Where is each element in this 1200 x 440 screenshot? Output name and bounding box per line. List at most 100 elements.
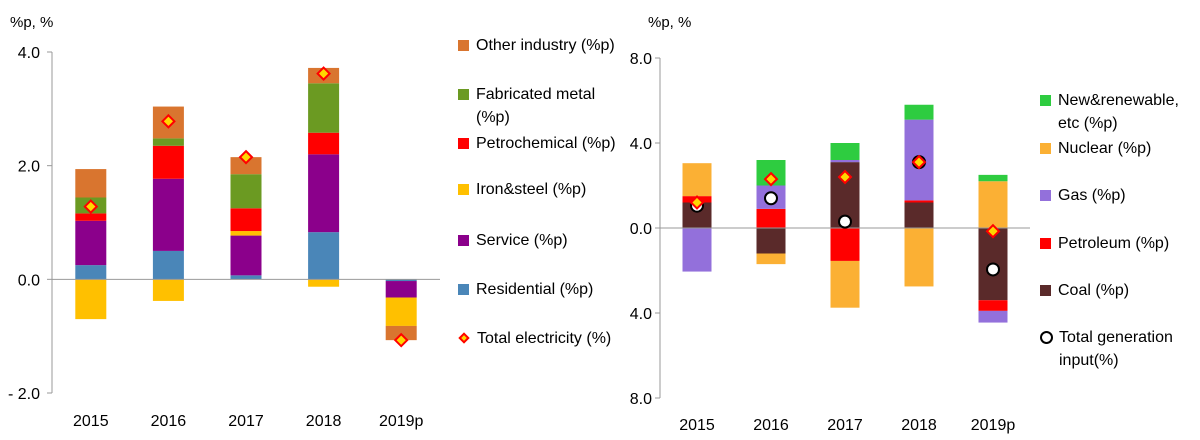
left-chart: %p, % 4.0 2.0 0.0 - 2.0 2015 2016 2017 2018 2019…: [8, 14, 440, 430]
left-bar-residential-p-2016: [152, 250, 184, 280]
right-bar-petroleum-p-2018: [904, 200, 934, 203]
left-bar-iron-steel-p-2016: [152, 279, 184, 301]
left-x-tick-label: 2016: [151, 413, 187, 430]
legend-label: Service (%p): [476, 232, 568, 249]
right-bar-coal-p-2016: [756, 228, 786, 254]
left-bar-residential-p-2015: [75, 265, 107, 280]
right-chart: %p, % 8.0 4.0 0.0 -4.0 -8.0 2015 2016 2017 2018 2…: [630, 14, 1030, 434]
right-x-tick-label: 2017: [827, 417, 863, 434]
right-legend-item-petroleum-p: Petroleum (%p): [1040, 232, 1169, 255]
left-bar-service-p-2018: [308, 154, 340, 233]
legend-label: Residential (%p): [476, 281, 594, 298]
legend-label: Fabricated metal (%p): [476, 86, 596, 126]
legend-label: Coal (%p): [1058, 282, 1130, 299]
legend-swatch: [458, 40, 469, 51]
left-y-tick-label: 2.0: [18, 159, 40, 176]
right-marker-total-2015: [689, 195, 705, 210]
left-legend-item-iron-steel-p: Iron&steel (%p): [458, 178, 586, 201]
right-x-tick-label: 2019p: [971, 417, 1016, 434]
left-x-tick-label: 2019p: [379, 413, 424, 430]
left-bar-service-p-2017: [230, 235, 262, 276]
right-y-tick-label: -4.0: [630, 306, 652, 323]
left-x-tick-label: 2015: [73, 413, 109, 430]
legend-swatch: [1040, 95, 1051, 106]
right-bar-nuclear-p-2018: [904, 228, 934, 287]
legend-label: Petroleum (%p): [1058, 235, 1170, 252]
right-marker-total-2017: [837, 169, 853, 185]
left-marker-total-2018: [316, 66, 332, 82]
right-bar-coal-p-2018: [904, 202, 934, 228]
right-legend: New&renewable, etc (%p) Nuclear (%p) Gas (…: [1040, 0, 1200, 440]
legend-swatch: [1040, 190, 1051, 201]
right-bar-petroleum-p-2019p: [978, 300, 1008, 311]
legend-swatch: [1040, 238, 1051, 249]
left-legend-item-petrochemical-p: Petrochemical (%p): [458, 132, 616, 155]
left-bar-service-p-2019p: [385, 281, 417, 298]
left-marker-total-2016: [160, 113, 176, 129]
left-bar-iron-steel-p-2018: [308, 279, 340, 287]
left-bar-petrochemical-p-2017: [230, 208, 262, 232]
left-bar-fabricated-metal-p-2018: [308, 83, 340, 133]
left-bar-fabricated-metal-p-2016: [152, 138, 184, 146]
left-legend: Other industry (%p) Fabricated metal (%p)…: [458, 0, 628, 440]
right-unit-label: %p, %: [648, 14, 691, 31]
right-bar-gas-p-2015: [682, 228, 712, 272]
left-legend-item-service-p: Service (%p): [458, 229, 568, 252]
legend-label: Total electricity (%): [477, 330, 612, 347]
right-marker-total-generation-2016: [764, 191, 778, 206]
legend-swatch: [458, 89, 469, 100]
right-bar-gas-p-2017: [830, 160, 860, 163]
right-marker-total-generation-2017: [838, 214, 852, 229]
right-y-tick-label: 0.0: [630, 221, 652, 238]
legend-diamond-icon: [458, 332, 470, 344]
right-legend-item-gas-p: Gas (%p): [1040, 184, 1126, 207]
right-y-tick-label: 4.0: [630, 136, 652, 153]
legend-label: Iron&steel (%p): [476, 181, 587, 198]
right-marker-total-generation-2019p: [986, 262, 1000, 277]
left-bar-petrochemical-p-2016: [152, 145, 184, 179]
legend-label: Other industry (%p): [476, 37, 615, 54]
right-legend-item-new-renewable-etc-p: New&renewable, etc (%p): [1040, 89, 1200, 135]
left-legend-item-fabricated-metal-p: Fabricated metal (%p): [458, 83, 628, 129]
right-bar-nuclear-p-2015: [682, 163, 712, 197]
legend-label: Total generation input(%): [1059, 329, 1173, 369]
right-bar-new-renewable-etc-p-2017: [830, 143, 860, 160]
right-bar-nuclear-p-2016: [756, 253, 786, 265]
right-bar-nuclear-p-2019p: [978, 181, 1008, 228]
legend-swatch: [458, 184, 469, 195]
right-legend-item-nuclear-p: Nuclear (%p): [1040, 137, 1151, 160]
left-x-tick-label: 2017: [228, 413, 264, 430]
right-x-tick-label: 2018: [901, 417, 937, 434]
left-marker-total-2017: [238, 149, 254, 165]
right-marker-total-2018: [911, 154, 927, 170]
legend-label: Petrochemical (%p): [476, 135, 616, 152]
left-bar-fabricated-metal-p-2017: [230, 174, 262, 209]
left-marker-total-2019p: [393, 332, 409, 348]
right-bar-gas-p-2019p: [978, 310, 1008, 323]
right-bar-petroleum-p-2017: [830, 228, 860, 261]
left-unit-label: %p, %: [10, 14, 53, 31]
legend-swatch: [1040, 143, 1051, 154]
right-bar-new-renewable-etc-p-2018: [904, 104, 934, 120]
left-bar-iron-steel-p-2015: [75, 279, 107, 320]
legend-swatch: [1040, 285, 1051, 296]
left-legend-item-other-industry-p: Other industry (%p): [458, 34, 615, 57]
right-x-tick-label: 2015: [679, 417, 715, 434]
right-x-tick-label: 2016: [753, 417, 789, 434]
left-bar-petrochemical-p-2015: [75, 213, 107, 221]
legend-swatch: [458, 284, 469, 295]
right-legend-item-total-generation-input: Total generation input(%): [1040, 326, 1200, 372]
left-y-tick-label: 0.0: [18, 272, 40, 289]
right-bar-petroleum-p-2016: [756, 208, 786, 228]
right-y-tick-label: 8.0: [630, 51, 652, 68]
right-y-tick-label: -8.0: [630, 391, 652, 408]
left-legend-item-residential-p: Residential (%p): [458, 278, 593, 301]
left-bar-other-industry-p-2017: [230, 157, 262, 175]
legend-circle-icon: [1040, 331, 1053, 344]
left-bar-service-p-2015: [75, 220, 107, 266]
right-marker-total-2016: [763, 171, 779, 187]
left-y-tick-label: - 2.0: [8, 386, 40, 403]
left-y-tick-label: 4.0: [18, 45, 40, 62]
legend-label: Nuclear (%p): [1058, 140, 1152, 157]
